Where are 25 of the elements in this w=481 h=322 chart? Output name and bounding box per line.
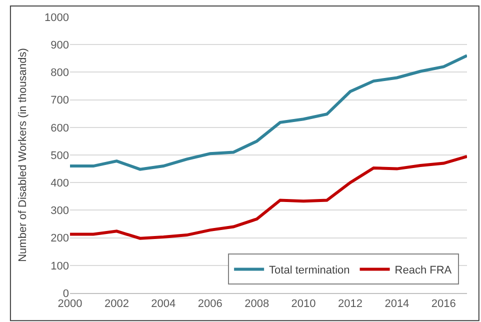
x-tick-label: 2014: [384, 298, 410, 310]
y-tick-label: 1000: [44, 12, 69, 24]
x-tick-label: 2012: [338, 298, 362, 310]
y-axis-title: Number of Disabled Workers (in thousands): [17, 48, 30, 262]
x-tick-label: 2004: [151, 298, 176, 310]
x-tick-label: 2006: [198, 298, 222, 310]
y-tick-label: 500: [50, 150, 69, 162]
y-tick-label: 600: [50, 122, 69, 134]
y-tick-label: 700: [50, 94, 69, 107]
y-tick-label: 900: [50, 39, 69, 52]
legend-label: Reach FRA: [394, 264, 452, 277]
y-tick-label: 0: [62, 288, 69, 300]
y-tick-label: 300: [50, 205, 69, 218]
y-tick-label: 100: [50, 260, 69, 272]
y-tick-label: 400: [50, 177, 69, 190]
line-series: [70, 154, 467, 240]
x-tick-label: 2000: [58, 298, 82, 310]
x-tick-label: 2002: [104, 298, 129, 310]
line-series: [70, 54, 467, 171]
y-tick-label: 800: [50, 67, 69, 80]
x-tick-label: 2008: [244, 298, 270, 310]
x-tick-label: 2016: [431, 298, 456, 310]
x-tick-label: 2010: [291, 298, 316, 310]
legend-label: Total termination: [269, 264, 350, 277]
y-tick-label: 200: [50, 232, 69, 245]
